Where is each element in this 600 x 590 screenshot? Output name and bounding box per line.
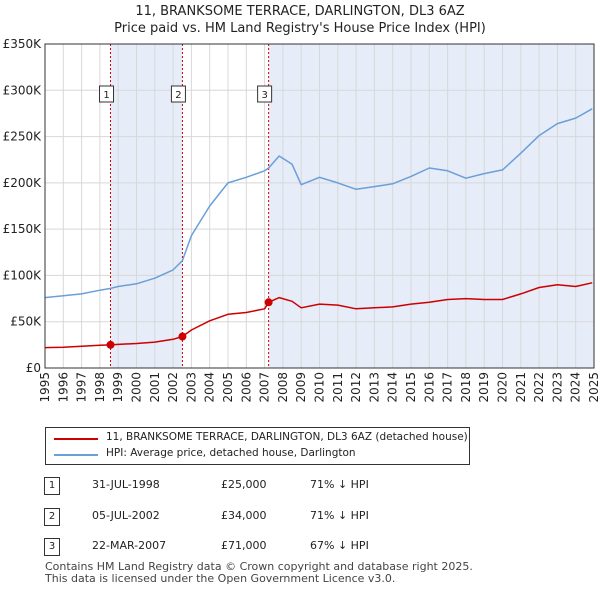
sale-number-badge: 1 — [44, 477, 60, 495]
sale-period-shading — [110, 44, 594, 368]
sale-hpi-diff: 67% ↓ HPI — [310, 539, 369, 552]
x-tick-label: 2006 — [239, 372, 253, 403]
shade-band — [268, 44, 594, 368]
x-tick-label: 2002 — [166, 372, 180, 403]
y-tick-label: £0 — [26, 361, 41, 375]
y-tick-label: £300K — [3, 83, 43, 97]
x-tick-label: 2023 — [550, 372, 564, 403]
sale-marker-label: 3 — [261, 90, 267, 101]
x-tick-label: 2011 — [331, 372, 345, 403]
x-tick-label: 1997 — [75, 372, 89, 403]
legend-swatch-hpi — [54, 454, 98, 456]
y-tick-label: £350K — [3, 37, 43, 51]
x-tick-label: 2000 — [130, 372, 144, 403]
x-tick-label: 2001 — [148, 372, 162, 403]
shade-band — [110, 44, 183, 368]
chart-axes: £0 £50K £100K £150K £200K £250K £300K £350K 1995… — [3, 37, 600, 403]
sale-number-badge: 2 — [44, 508, 60, 526]
x-tick-label: 2024 — [569, 372, 583, 403]
x-tick-label: 2007 — [258, 372, 272, 403]
price-chart: 1 2 3 £0 £50K £100K £150K £200K £250K £300K £350K… — [3, 37, 600, 403]
sale-marker-label: 1 — [103, 90, 109, 101]
sale-hpi-diff: 71% ↓ HPI — [310, 478, 369, 491]
y-tick-label: £200K — [3, 176, 43, 190]
x-tick-label: 2020 — [496, 372, 510, 403]
sale-number-badge: 3 — [44, 538, 60, 556]
x-tick-label: 2021 — [514, 372, 528, 403]
x-tick-label: 2009 — [294, 372, 308, 403]
sale-price: £71,000 — [221, 539, 267, 552]
sale-date: 22-MAR-2007 — [92, 539, 167, 552]
chart-series — [44, 108, 593, 349]
plot-frame — [44, 43, 595, 369]
sale-date: 31-JUL-1998 — [92, 478, 160, 491]
sale-row: 3 22-MAR-2007 £71,000 67% ↓ HPI — [0, 538, 600, 558]
sale-row: 1 31-JUL-1998 £25,000 71% ↓ HPI — [0, 477, 600, 497]
x-tick-label: 2012 — [349, 372, 363, 403]
y-tick-label: £100K — [3, 268, 43, 282]
chart-subtitle: Price paid vs. HM Land Registry's House … — [114, 21, 486, 36]
x-tick-label: 2014 — [386, 372, 400, 403]
x-tick-label: 2022 — [532, 372, 546, 403]
x-tick-label: 2004 — [203, 372, 217, 403]
footer-licence: This data is licensed under the Open Gov… — [45, 572, 396, 585]
x-tick-label: 2003 — [184, 372, 198, 403]
x-tick-label: 1996 — [56, 372, 70, 403]
x-tick-label: 2010 — [313, 372, 327, 403]
x-tick-label: 1998 — [93, 372, 107, 403]
x-tick-label: 2018 — [459, 372, 473, 403]
x-tick-label: 2025 — [587, 372, 600, 403]
x-tick-label: 2015 — [404, 372, 418, 403]
sale-date: 05-JUL-2002 — [92, 509, 160, 522]
legend-label-hpi: HPI: Average price, detached house, Darl… — [106, 447, 356, 459]
sale-point — [178, 332, 187, 341]
x-tick-label: 1999 — [111, 372, 125, 403]
sale-marker-label: 2 — [175, 90, 181, 101]
y-tick-label: £50K — [10, 315, 42, 329]
sale-price: £25,000 — [221, 478, 267, 491]
property-price-line — [44, 282, 593, 349]
x-tick-label: 2013 — [367, 372, 381, 403]
y-tick-label: £250K — [3, 130, 43, 144]
chart-title: 11, BRANKSOME TERRACE, DARLINGTON, DL3 6… — [135, 4, 465, 19]
x-tick-label: 2016 — [422, 372, 436, 403]
x-tick-label: 2017 — [441, 372, 455, 403]
sale-row: 2 05-JUL-2002 £34,000 71% ↓ HPI — [0, 508, 600, 528]
footer-copyright: Contains HM Land Registry data © Crown c… — [45, 560, 473, 573]
x-tick-label: 2008 — [276, 372, 290, 403]
hpi-line — [44, 108, 593, 299]
sale-price: £34,000 — [221, 509, 267, 522]
legend-swatch-property — [54, 438, 98, 440]
legend-label-property: 11, BRANKSOME TERRACE, DARLINGTON, DL3 6… — [106, 431, 468, 443]
sale-point — [264, 298, 273, 307]
y-tick-label: £150K — [3, 222, 43, 236]
sale-marker-box — [170, 85, 186, 103]
chart-legend: 11, BRANKSOME TERRACE, DARLINGTON, DL3 6… — [45, 427, 470, 465]
sale-marker-box — [99, 85, 115, 103]
x-tick-label: 2019 — [477, 372, 491, 403]
x-tick-label: 2005 — [221, 372, 235, 403]
sale-hpi-diff: 71% ↓ HPI — [310, 509, 369, 522]
sale-markers: 1 2 3 — [99, 85, 273, 349]
x-tick-label: 1995 — [38, 372, 52, 403]
sale-point — [106, 340, 115, 349]
sale-marker-box — [257, 85, 273, 103]
